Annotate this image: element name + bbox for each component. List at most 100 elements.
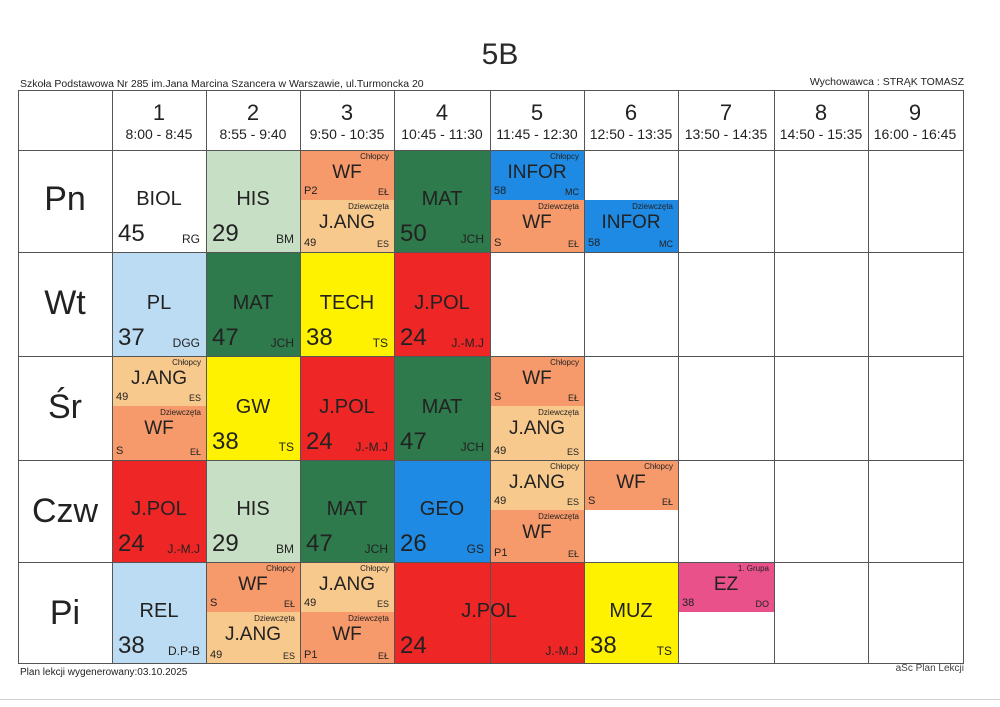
period-time-3: 9:50 - 10:35 <box>309 126 385 142</box>
subject: GEO <box>419 498 465 520</box>
teacher-code: EŁ <box>567 549 579 559</box>
lesson-pn-5-girls[interactable]: Dziewczęta WF S EŁ <box>490 200 584 252</box>
lesson-pi-4-5[interactable]: J.POL 24 J.-M.J <box>394 562 584 664</box>
lesson-pi-1[interactable]: REL 38 D.P-B <box>112 562 206 664</box>
period-number-7: 7 <box>719 100 733 125</box>
teacher-code: DO <box>755 599 770 609</box>
teacher-code: ES <box>282 651 295 661</box>
lesson-pn-3-boys[interactable]: Chłopcy WF P2 EŁ <box>300 150 394 200</box>
lesson-pi-2-boys[interactable]: Chłopcy WF S EŁ <box>206 562 300 612</box>
lesson-wt-4[interactable]: J.POL 24 J.-M.J <box>394 252 490 356</box>
lesson-pn-1[interactable]: BIOL 45 RG <box>112 150 206 252</box>
lesson-pn-3-girls[interactable]: Dziewczęta J.ANG 49 ES <box>300 200 394 252</box>
teacher-code: EŁ <box>283 599 295 609</box>
lesson-cz-3[interactable]: MAT 47 JCH <box>300 460 394 562</box>
teacher-code: MC <box>565 187 579 197</box>
subject: WF <box>332 162 362 183</box>
subject: WF <box>616 472 646 493</box>
lesson-pn-6-girls[interactable]: Dziewczęta INFOR 58 MC <box>584 200 678 252</box>
teacher-code: J.-M.J <box>355 440 388 454</box>
subject: GW <box>235 396 271 418</box>
teacher-code: JCH <box>460 232 484 246</box>
teacher-code: D.P-B <box>167 644 200 658</box>
room: 24 <box>400 324 427 351</box>
teacher-code: EŁ <box>377 651 389 661</box>
lesson-cz-4[interactable]: GEO 26 GS <box>394 460 490 562</box>
subject: INFOR <box>507 162 567 183</box>
lesson-pi-6[interactable]: MUZ 38 TS <box>584 562 678 664</box>
teacher-code: J.-M.J <box>451 336 484 350</box>
day-label-friday: Pi <box>49 594 81 632</box>
lesson-pn-2[interactable]: HIS 29 BM <box>206 150 300 252</box>
room: 38 <box>212 428 239 455</box>
room: 38 <box>118 632 145 659</box>
subject: WF <box>522 368 552 389</box>
lesson-wt-2[interactable]: MAT 47 JCH <box>206 252 300 356</box>
subject: WF <box>332 624 362 645</box>
room: S <box>588 495 596 507</box>
lesson-sr-2[interactable]: GW 38 TS <box>206 356 300 460</box>
subject: MAT <box>421 188 463 210</box>
teacher-code: BM <box>276 542 294 556</box>
lesson-wt-3[interactable]: TECH 38 TS <box>300 252 394 356</box>
lesson-sr-4[interactable]: MAT 47 JCH <box>394 356 490 460</box>
teacher-code: ES <box>376 599 389 609</box>
subject: WF <box>238 574 268 595</box>
period-number-3: 3 <box>340 100 354 125</box>
teacher-code: GS <box>466 542 484 556</box>
lesson-pi-3-girls[interactable]: Dziewczęta WF P1 EŁ <box>300 612 394 664</box>
subject: HIS <box>236 188 270 210</box>
lesson-pi-2-girls[interactable]: Dziewczęta J.ANG 49 ES <box>206 612 300 664</box>
lesson-cz-6-boys[interactable]: Chłopcy WF S EŁ <box>584 460 678 510</box>
subject: WF <box>522 522 552 543</box>
subject: INFOR <box>601 212 661 233</box>
period-number-8: 8 <box>814 100 828 125</box>
room: 58 <box>588 237 601 249</box>
teacher-code: RG <box>182 232 200 246</box>
room: S <box>494 237 502 249</box>
subject: MAT <box>326 498 368 520</box>
lesson-pi-7[interactable]: 1. Grupa EZ 38 DO <box>678 562 774 612</box>
lesson-cz-2[interactable]: HIS 29 BM <box>206 460 300 562</box>
lesson-wt-1[interactable]: PL 37 DGG <box>112 252 206 356</box>
room: 24 <box>118 530 145 557</box>
lesson-pn-5-boys[interactable]: Chłopcy INFOR 58 MC <box>490 150 584 200</box>
room: 29 <box>212 220 239 247</box>
lesson-sr-3[interactable]: J.POL 24 J.-M.J <box>300 356 394 460</box>
subject: J.POL <box>131 498 187 520</box>
subject: MAT <box>232 292 274 314</box>
group-label: Chłopcy <box>266 564 295 573</box>
group-label: Dziewczęta <box>160 408 201 417</box>
lesson-cz-1[interactable]: J.POL 24 J.-M.J <box>112 460 206 562</box>
room: S <box>210 597 218 609</box>
subject: HIS <box>236 498 270 520</box>
group-label: Chłopcy <box>550 358 579 367</box>
room: 50 <box>400 220 427 247</box>
group-label: Dziewczęta <box>538 408 579 417</box>
teacher-code: TS <box>372 336 388 350</box>
room: 29 <box>212 530 239 557</box>
period-time-1: 8:00 - 8:45 <box>125 126 193 142</box>
teacher-code: J.-M.J <box>545 644 578 658</box>
lesson-cz-5-girls[interactable]: Dziewczęta WF P1 EŁ <box>490 510 584 562</box>
group-label: Chłopcy <box>550 152 579 161</box>
teacher-code: DGG <box>172 336 200 350</box>
teacher-code: EŁ <box>567 239 579 249</box>
teacher-code: ES <box>566 447 579 457</box>
teacher-code: TS <box>656 644 672 658</box>
room: 45 <box>118 220 145 247</box>
class-teacher: Wychowawca : STRĄK TOMASZ <box>809 76 964 88</box>
teacher-code: TS <box>278 440 294 454</box>
teacher-code: EŁ <box>661 497 673 507</box>
lesson-sr-5-girls[interactable]: Dziewczęta J.ANG 49 ES <box>490 406 584 460</box>
lesson-pn-4[interactable]: MAT 50 JCH <box>394 150 490 252</box>
lesson-sr-1-girls[interactable]: Dziewczęta WF S EŁ <box>112 406 206 460</box>
teacher-code: BM <box>276 232 294 246</box>
room: 47 <box>212 324 239 351</box>
lesson-cz-5-boys[interactable]: Chłopcy J.ANG 49 ES <box>490 460 584 510</box>
room: 49 <box>304 597 317 609</box>
lesson-sr-5-boys[interactable]: Chłopcy WF S EŁ <box>490 356 584 406</box>
lesson-sr-1-boys[interactable]: Chłopcy J.ANG 49 ES <box>112 356 206 406</box>
teacher-code: J.-M.J <box>167 542 200 556</box>
lesson-pi-3-boys[interactable]: Chłopcy J.ANG 49 ES <box>300 562 394 612</box>
